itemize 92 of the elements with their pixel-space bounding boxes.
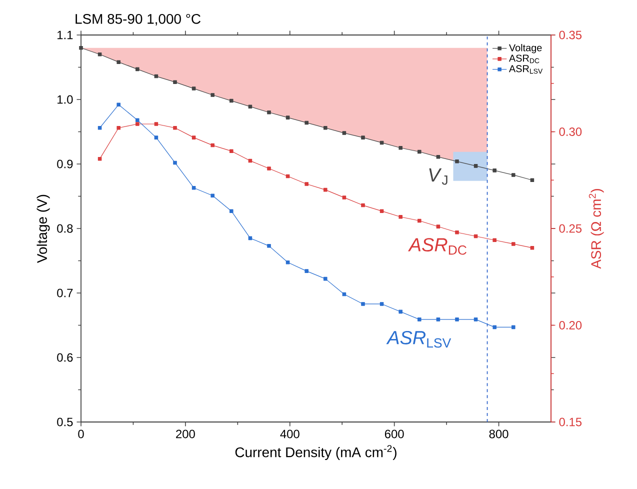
x-tick-label: 0 — [78, 430, 84, 438]
point — [304, 120, 308, 125]
y-tick-label: 0.8 — [57, 224, 73, 233]
x-tick-label: 600 — [384, 430, 404, 438]
y2-tick-label: 0.15 — [559, 418, 582, 426]
point — [304, 182, 308, 186]
legend-label: ASR$_{DC}$ — [508, 54, 540, 64]
y-tick-label: 0.6 — [57, 353, 73, 362]
x-axis-title: Current Density (mA cm$^{-2}$) — [235, 445, 396, 460]
legend-label: Voltage — [508, 44, 542, 54]
point — [267, 244, 271, 248]
point — [286, 116, 290, 120]
point — [192, 86, 196, 90]
annotation: ASR$_{DC}$ — [408, 238, 466, 255]
point — [286, 260, 290, 264]
point — [530, 246, 534, 250]
point — [98, 156, 102, 161]
point — [530, 178, 534, 182]
y-tick-label: 1.1 — [58, 30, 73, 40]
point — [267, 110, 271, 114]
y-axis-title: Voltage (V) — [36, 194, 50, 263]
point — [173, 126, 177, 130]
point — [210, 143, 214, 148]
point — [361, 302, 365, 306]
point — [136, 118, 140, 122]
point — [136, 67, 140, 72]
point — [98, 52, 102, 56]
point — [230, 98, 234, 103]
point — [418, 150, 422, 154]
point — [324, 188, 328, 192]
point — [455, 318, 459, 322]
point — [398, 214, 402, 219]
point — [455, 230, 459, 234]
point — [324, 126, 328, 130]
y2-tick-label: 0.30 — [559, 128, 582, 136]
point — [361, 136, 365, 140]
point — [380, 209, 384, 213]
point — [455, 160, 459, 164]
point — [380, 302, 384, 306]
y-tick-label: 0.9 — [57, 160, 73, 168]
legend-label: ASR$_{LSV}$ — [508, 65, 543, 74]
point — [436, 155, 440, 159]
point — [79, 46, 83, 50]
point — [248, 104, 252, 108]
point — [136, 122, 140, 126]
point — [492, 168, 496, 172]
y-tick-label: 0.7 — [57, 288, 73, 298]
point — [116, 102, 120, 107]
point — [230, 149, 234, 153]
point — [418, 218, 422, 223]
point — [342, 196, 346, 200]
point — [474, 318, 478, 322]
point — [304, 269, 308, 273]
point — [154, 122, 158, 126]
point — [173, 160, 177, 165]
x-tick-label: 200 — [176, 430, 195, 438]
point — [324, 276, 328, 281]
point — [436, 318, 440, 322]
point — [98, 126, 102, 130]
point — [342, 131, 346, 135]
point — [512, 242, 516, 246]
point — [361, 203, 365, 208]
point — [512, 173, 516, 177]
y-tick-label: 1.0 — [58, 95, 73, 104]
y2-tick-label: 0.25 — [559, 224, 582, 233]
point — [210, 93, 214, 97]
y2-axis-title: ASR (Ω cm$^{2}$) — [588, 189, 604, 269]
point — [398, 310, 402, 314]
point — [418, 318, 422, 322]
point — [116, 60, 120, 64]
point — [154, 136, 158, 140]
point — [512, 325, 516, 330]
point — [492, 238, 496, 242]
x-tick-label: 400 — [280, 430, 300, 438]
x-tick-label: 800 — [489, 430, 508, 438]
chart-title: LSM 85-90 1,000 °C — [76, 14, 201, 26]
point — [436, 224, 440, 228]
point — [267, 166, 271, 170]
y-tick-label: 0.5 — [57, 418, 73, 426]
point — [192, 186, 196, 190]
point — [116, 126, 120, 130]
y2-tick-label: 0.35 — [559, 30, 582, 40]
annotation: V$_{J}$ — [429, 168, 448, 185]
point — [398, 146, 402, 150]
y2-tick-label: 0.20 — [559, 321, 582, 330]
point — [210, 194, 214, 198]
point — [230, 209, 234, 213]
point — [492, 325, 496, 330]
annotation: ASR$_{LSV}$ — [386, 330, 452, 348]
point — [474, 164, 478, 168]
point — [192, 136, 196, 140]
point — [173, 80, 177, 84]
